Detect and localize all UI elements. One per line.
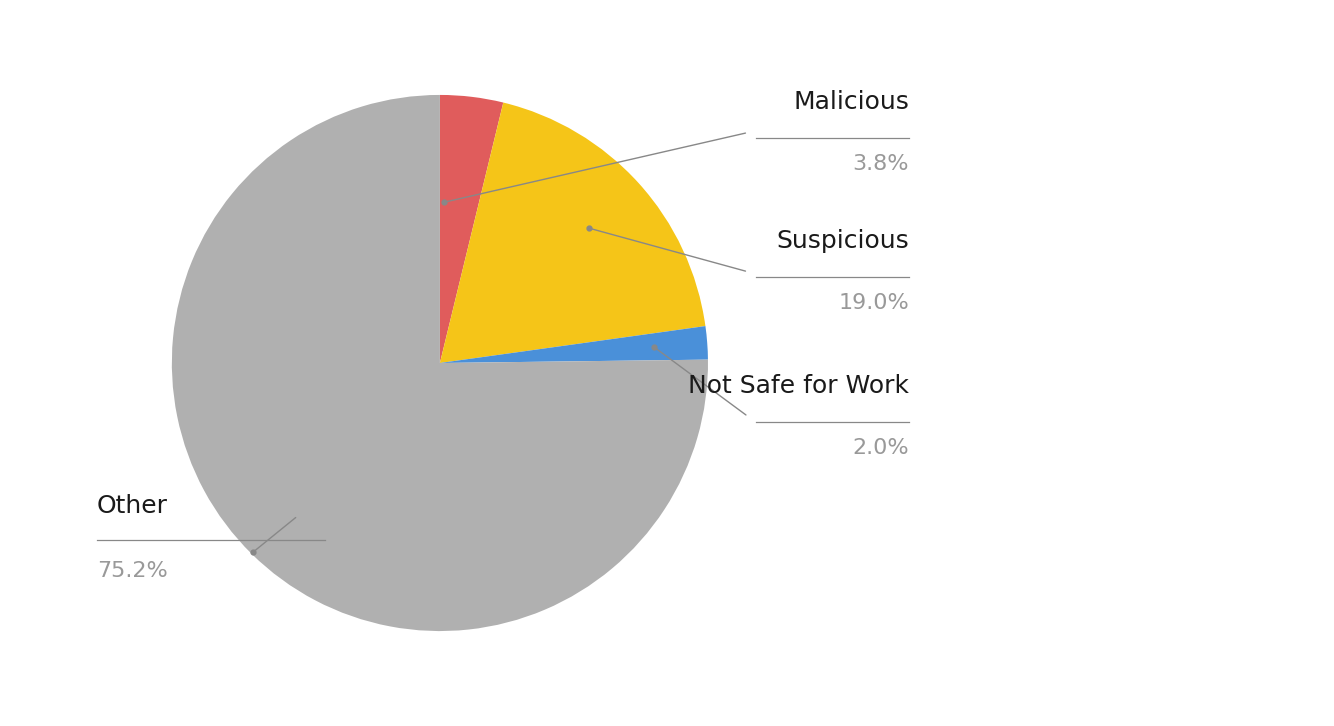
Text: 19.0%: 19.0%: [838, 293, 908, 314]
Text: 75.2%: 75.2%: [97, 561, 168, 582]
Text: Other: Other: [97, 494, 168, 518]
Wedge shape: [440, 95, 503, 363]
Text: Suspicious: Suspicious: [776, 229, 908, 253]
Text: Not Safe for Work: Not Safe for Work: [688, 374, 908, 398]
Text: 3.8%: 3.8%: [852, 154, 908, 174]
Text: Malicious: Malicious: [794, 90, 908, 114]
Wedge shape: [440, 326, 708, 363]
Text: 2.0%: 2.0%: [852, 438, 908, 458]
Wedge shape: [440, 102, 706, 363]
Wedge shape: [172, 95, 708, 631]
